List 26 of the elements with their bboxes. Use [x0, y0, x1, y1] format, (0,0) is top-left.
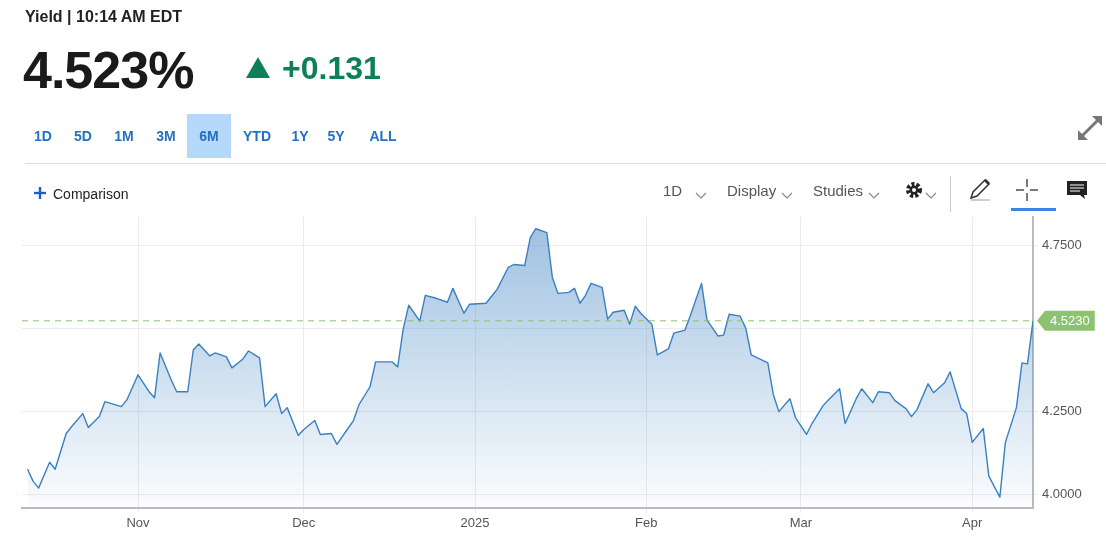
y-tick-label: 4.2500 [1042, 402, 1082, 418]
text: 1D [33, 127, 53, 146]
y-tick-label: 4.7500 [1042, 237, 1082, 253]
text: 6M [187, 114, 231, 158]
text: ALL [368, 127, 398, 146]
x-tick-label: Feb [635, 515, 658, 531]
text: 3M [155, 127, 177, 146]
x-tick-label: Mar [789, 515, 813, 531]
text: 1M [113, 127, 135, 146]
text: 5Y [326, 127, 346, 146]
y-tick-label: 4.0000 [1042, 485, 1082, 501]
text: Comparison [53, 186, 129, 202]
text: 5D [73, 127, 93, 146]
chart-subtitle: 4.523% [23, 40, 194, 100]
text: +0.131 [282, 50, 381, 87]
text: 1D [663, 182, 683, 199]
text: 1Y [290, 127, 310, 146]
x-tick-label: 2025 [460, 515, 490, 531]
x-tick-label: Dec [292, 515, 316, 531]
chart-title: Yield | 10:14 AM EDT [25, 8, 183, 26]
text: Studies [813, 182, 864, 199]
x-tick-label: Nov [126, 515, 151, 531]
text: Display [727, 182, 777, 199]
x-tick-label: Apr [962, 515, 984, 531]
text: YTD [242, 127, 272, 146]
ref-line-label: 4.5230 [1050, 313, 1090, 329]
